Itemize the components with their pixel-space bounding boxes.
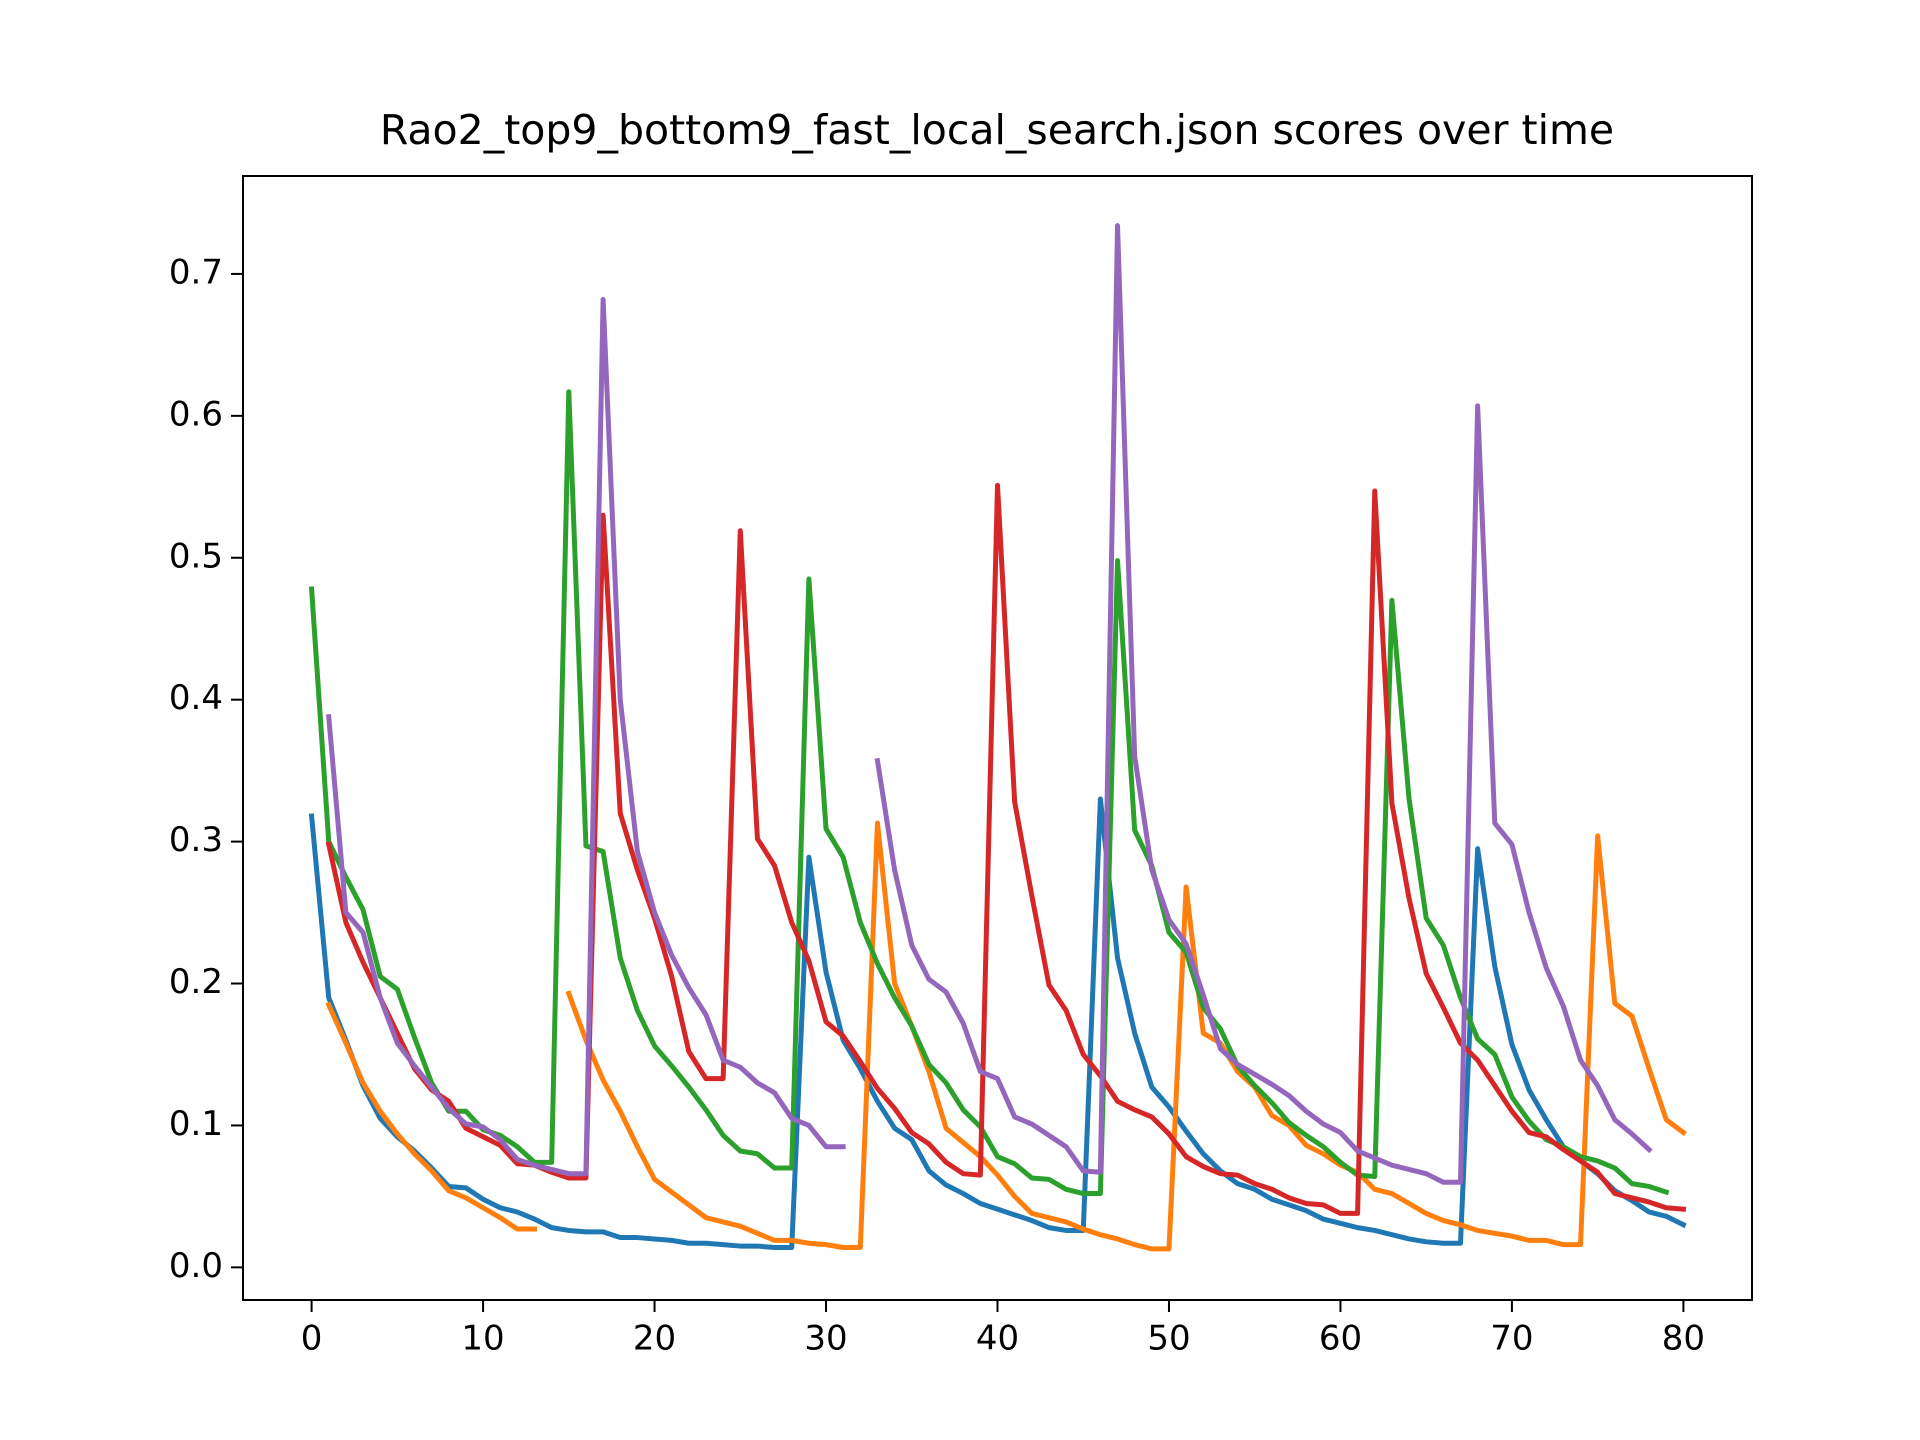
y-tick-label: 0.7 xyxy=(169,252,223,292)
series-line xyxy=(308,796,1687,1250)
series-line xyxy=(325,820,1687,1252)
x-tick-label: 0 xyxy=(301,1319,323,1359)
y-tick-label: 0.1 xyxy=(169,1104,223,1144)
y-tick-label: 0.5 xyxy=(169,536,223,576)
y-tick-label: 0.6 xyxy=(169,394,223,434)
x-tick-label: 50 xyxy=(1147,1319,1190,1359)
y-tick-label: 0.4 xyxy=(169,678,223,718)
series-line xyxy=(325,482,1687,1216)
series-line xyxy=(308,389,1670,1197)
chart-title: Rao2_top9_bottom9_fast_local_search.json… xyxy=(380,106,1614,154)
x-tick-label: 10 xyxy=(461,1319,504,1359)
y-tick-label: 0.3 xyxy=(169,820,223,860)
x-tick-label: 40 xyxy=(976,1319,1019,1359)
plot-frame xyxy=(242,175,1753,1301)
x-tick-label: 80 xyxy=(1662,1319,1705,1359)
x-tick-label: 70 xyxy=(1490,1319,1533,1359)
x-tick-label: 30 xyxy=(804,1319,847,1359)
y-tick-label: 0.2 xyxy=(169,962,223,1002)
y-tick-label: 0.0 xyxy=(169,1246,223,1286)
series-line xyxy=(326,223,1653,1185)
x-tick-label: 20 xyxy=(633,1319,676,1359)
x-tick-label: 60 xyxy=(1319,1319,1362,1359)
